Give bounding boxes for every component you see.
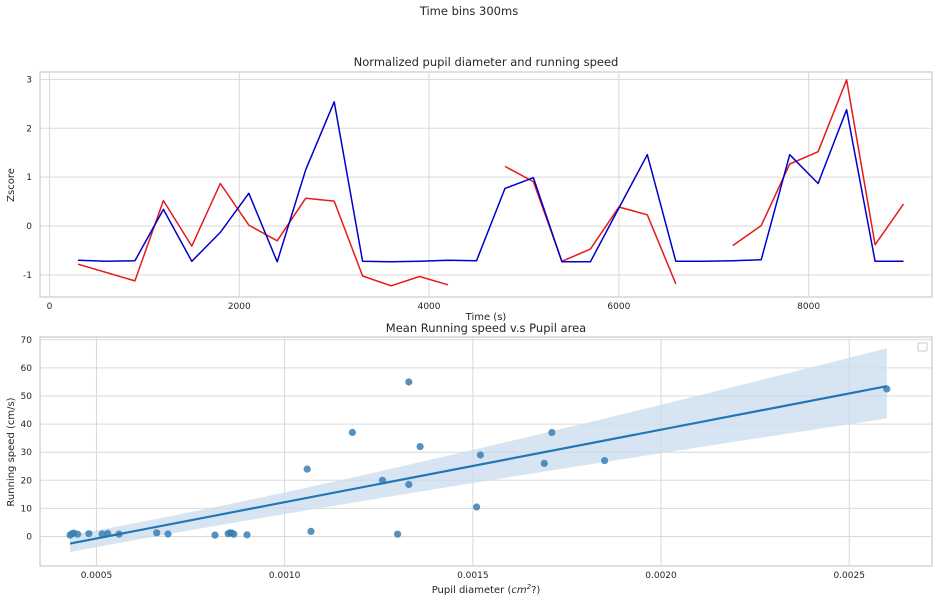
scatter-chart-point — [416, 443, 424, 451]
scatter-chart-xlabel: Pupil diameter (cm2?) — [432, 583, 541, 596]
scatter-chart-point — [230, 530, 238, 538]
line-chart-grid — [40, 72, 932, 297]
figure-suptitle: Time bins 300ms — [419, 4, 518, 18]
scatter-chart-point — [98, 530, 106, 538]
scatter-chart-point — [394, 530, 402, 538]
scatter-chart-point — [307, 527, 315, 536]
line-chart-x-tick-label: 2000 — [228, 302, 251, 312]
scatter-chart-point — [548, 428, 556, 437]
line-chart-y-tick-label: 3 — [26, 75, 32, 85]
line-chart-x-tick-label: 8000 — [797, 302, 820, 312]
line-chart-y-tick-label: 2 — [26, 124, 32, 134]
scatter-chart-point — [405, 480, 413, 489]
scatter-chart-point — [476, 451, 484, 459]
scatter-chart-y-tick-label: 10 — [21, 504, 33, 514]
line-chart-x-tick-label: 6000 — [607, 302, 630, 312]
scatter-chart-point — [405, 378, 413, 386]
scatter-chart-regression-line — [69, 385, 888, 545]
line-chart-x-tick-label: 4000 — [418, 302, 441, 312]
scatter-chart-point — [473, 503, 481, 511]
scatter-chart-x-tick-label: 0.0020 — [645, 571, 677, 581]
line-chart-y-tick-label: 1 — [26, 173, 32, 183]
scatter-chart-point — [164, 530, 172, 538]
scatter-chart-point — [153, 529, 161, 537]
line-chart: 0 2000 4000 6000 8000 -1 0 1 2 3 Normalized pupil… — [6, 55, 933, 323]
scatter-chart-x-tick-label: 0.0010 — [269, 571, 301, 581]
line-chart-ylabel: Zscore — [6, 168, 17, 202]
scatter-chart-legend-box — [917, 342, 928, 352]
scatter-chart-ticks: 0.0005 0.0010 0.0015 0.0020 0.0025 0 10 20 30 40 5… — [21, 336, 865, 581]
scatter-chart-y-tick-label: 30 — [21, 448, 33, 458]
scatter-chart-point — [85, 530, 93, 538]
scatter-chart-points — [66, 378, 891, 539]
line-chart-x-tick-label: 0 — [47, 302, 53, 312]
line-chart-xlabel: Time (s) — [465, 312, 507, 323]
scatter-chart-x-tick-label: 0.0015 — [457, 571, 489, 581]
scatter-chart-y-tick-label: 60 — [21, 364, 33, 374]
line-chart-ticks: 0 2000 4000 6000 8000 -1 0 1 2 3 — [23, 75, 820, 312]
scatter-chart-y-tick-label: 40 — [21, 420, 33, 430]
scatter-chart-fit-line — [69, 385, 888, 545]
line-chart-plot-area — [39, 71, 933, 298]
line-chart-series-1 — [77, 79, 905, 287]
scatter-chart: 0.0005 0.0010 0.0015 0.0020 0.0025 0 10 20 30 40 5… — [6, 321, 933, 596]
scatter-chart-point — [303, 465, 311, 473]
scatter-chart-y-tick-label: 0 — [26, 532, 32, 542]
scatter-chart-point — [601, 457, 609, 465]
scatter-chart-point — [540, 459, 548, 467]
scatter-chart-point — [348, 428, 356, 437]
scatter-chart-x-tick-label: 0.0025 — [833, 571, 865, 581]
scatter-chart-y-tick-label: 70 — [21, 336, 33, 346]
line-chart-y-tick-label: 0 — [26, 222, 32, 232]
scatter-chart-point — [243, 531, 251, 539]
line-chart-y-tick-label: -1 — [23, 271, 32, 281]
scatter-chart-point — [211, 531, 219, 539]
scatter-chart-y-tick-label: 50 — [21, 392, 33, 402]
scatter-chart-ylabel: Running speed (cm/s) — [6, 397, 17, 506]
scatter-chart-x-tick-label: 0.0005 — [81, 571, 113, 581]
scatter-chart-title: Mean Running speed v.s Pupil area — [386, 321, 586, 335]
line-chart-series — [77, 79, 905, 287]
scatter-chart-point — [74, 530, 82, 538]
line-chart-series-2 — [77, 101, 904, 263]
line-chart-title: Normalized pupil diameter and running sp… — [354, 55, 619, 69]
scatter-chart-y-tick-label: 20 — [21, 476, 33, 486]
scatter-chart-confidence-area — [70, 348, 887, 552]
scatter-chart-confidence-band — [70, 348, 887, 552]
